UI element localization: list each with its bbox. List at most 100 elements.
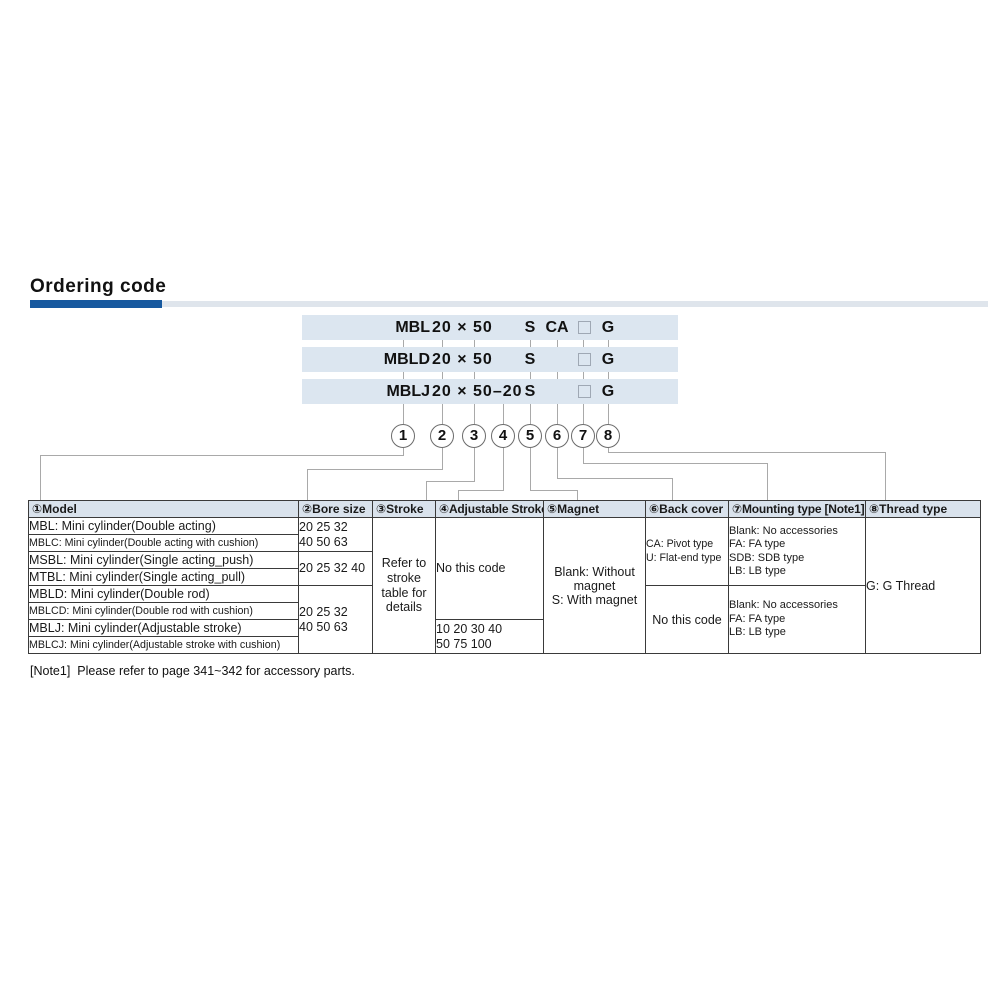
model-cell: MBLC: Mini cylinder(Double acting with c… (28, 534, 299, 552)
model-cell: MSBL: Mini cylinder(Single acting_push) (28, 551, 299, 569)
bore-size-cell: 20 25 32 40 50 63 (298, 585, 373, 654)
adjustable-stroke-cell: 10 20 30 40 50 75 100 (435, 619, 544, 654)
title-underline-light (162, 301, 988, 307)
connector-line (530, 404, 531, 424)
header-bore-size: ②Bore size (298, 500, 373, 518)
table-row: MSBL: Mini cylinder(Single acting_push) … (28, 551, 981, 586)
connector-line (474, 340, 475, 347)
header-mounting-type: ⑦Mounting type [Note1] (728, 500, 866, 518)
code-size: 20 × 50 (432, 319, 493, 336)
connector-line (426, 481, 475, 482)
adjustable-stroke-cell: No this code (435, 517, 544, 620)
header-magnet: ⑤Magnet (543, 500, 646, 518)
circle-number-5: 5 (518, 424, 542, 448)
mounting-type-cell: Blank: No accessories FA: FA type LB: LB… (728, 585, 866, 654)
footnote: [Note1] Please refer to page 341~342 for… (30, 664, 355, 678)
bore-size-cell: 20 25 32 40 50 63 (298, 517, 373, 552)
connector-line (583, 448, 584, 463)
connector-line (442, 340, 443, 347)
header-thread-type: ⑧Thread type (865, 500, 981, 518)
connector-line (474, 404, 475, 424)
blank-option-square (578, 321, 591, 334)
model-cell: MBLCD: Mini cylinder(Double rod with cus… (28, 602, 299, 620)
connector-line (557, 372, 558, 379)
page-title: Ordering code (30, 276, 167, 297)
connector-line (442, 372, 443, 379)
connector-line (583, 372, 584, 379)
code-row-mbld: MBLD 20 × 50 S G (302, 347, 678, 372)
code-thread: G (601, 319, 615, 336)
connector-line (672, 478, 673, 500)
table-row: MBL: Mini cylinder(Double acting) 20 25 … (28, 517, 981, 654)
connector-line (530, 372, 531, 379)
header-model: ①Model (28, 500, 299, 518)
connector-line (583, 340, 584, 347)
connector-line (458, 490, 504, 491)
connector-line (403, 448, 404, 455)
circle-number-6: 6 (545, 424, 569, 448)
mounting-type-cell: Blank: No accessories FA: FA type SDB: S… (728, 517, 866, 586)
circle-number-3: 3 (462, 424, 486, 448)
model-cell: MBLD: Mini cylinder(Double rod) (28, 585, 299, 603)
connector-line (426, 481, 427, 500)
model-cell: MBLJ: Mini cylinder(Adjustable stroke) (28, 619, 299, 637)
connector-line (307, 469, 443, 470)
connector-line (474, 372, 475, 379)
connector-line (40, 455, 41, 500)
code-model: MBL (395, 319, 430, 336)
thread-type-cell: G: G Thread (865, 517, 981, 654)
code-row-mblj: MBLJ 20 × 50–20 S G (302, 379, 678, 404)
blank-option-square (578, 385, 591, 398)
connector-line (403, 372, 404, 379)
connector-line (608, 404, 609, 424)
connector-line (557, 478, 673, 479)
connector-line (577, 490, 578, 500)
back-cover-cell: CA: Pivot type U: Flat-end type (645, 517, 729, 586)
circle-number-8: 8 (596, 424, 620, 448)
code-back-cover: CA (545, 319, 569, 336)
code-magnet: S (524, 319, 536, 336)
ordering-code-table: ①Model ②Bore size ③Stroke ④Adjustable St… (28, 500, 981, 654)
connector-line (557, 448, 558, 478)
code-row-mbl: MBL 20 × 50 S CA G (302, 315, 678, 340)
circle-number-7: 7 (571, 424, 595, 448)
circle-number-1: 1 (391, 424, 415, 448)
connector-line (885, 452, 886, 500)
circle-number-2: 2 (430, 424, 454, 448)
connector-line (767, 463, 768, 500)
header-back-cover: ⑥Back cover (645, 500, 729, 518)
connector-line (403, 404, 404, 424)
table-row: MBLCJ: Mini cylinder(Adjustable stroke w… (28, 636, 981, 654)
title-underline-dark (30, 300, 162, 308)
connector-line (608, 340, 609, 347)
connector-line (608, 372, 609, 379)
table-row: MBLD: Mini cylinder(Double rod) 20 25 32… (28, 585, 981, 654)
header-adjustable-stroke: ④Adjustable Stroke (435, 500, 544, 518)
back-cover-cell: No this code (645, 585, 729, 654)
connector-line (530, 490, 578, 491)
connector-line (583, 404, 584, 424)
model-cell: MTBL: Mini cylinder(Single acting_pull) (28, 568, 299, 586)
blank-option-square (578, 353, 591, 366)
code-size: 20 × 50 (432, 351, 493, 368)
connector-line (530, 340, 531, 347)
connector-line (403, 340, 404, 347)
connector-line (557, 404, 558, 424)
header-stroke: ③Stroke (372, 500, 436, 518)
connector-line (442, 404, 443, 424)
table-header-row: ①Model ②Bore size ③Stroke ④Adjustable St… (28, 500, 981, 518)
code-thread: G (601, 383, 615, 400)
connector-line (608, 452, 886, 453)
connector-line (530, 448, 531, 490)
model-cell: MBL: Mini cylinder(Double acting) (28, 517, 299, 535)
connector-line (474, 448, 475, 481)
connector-line (557, 340, 558, 347)
code-magnet: S (524, 383, 536, 400)
connector-line (442, 448, 443, 469)
model-cell: MBLCJ: Mini cylinder(Adjustable stroke w… (28, 636, 299, 654)
connector-line (583, 463, 768, 464)
code-size: 20 × 50–20 (432, 383, 523, 400)
code-model: MBLJ (386, 383, 430, 400)
code-model: MBLD (383, 351, 430, 368)
